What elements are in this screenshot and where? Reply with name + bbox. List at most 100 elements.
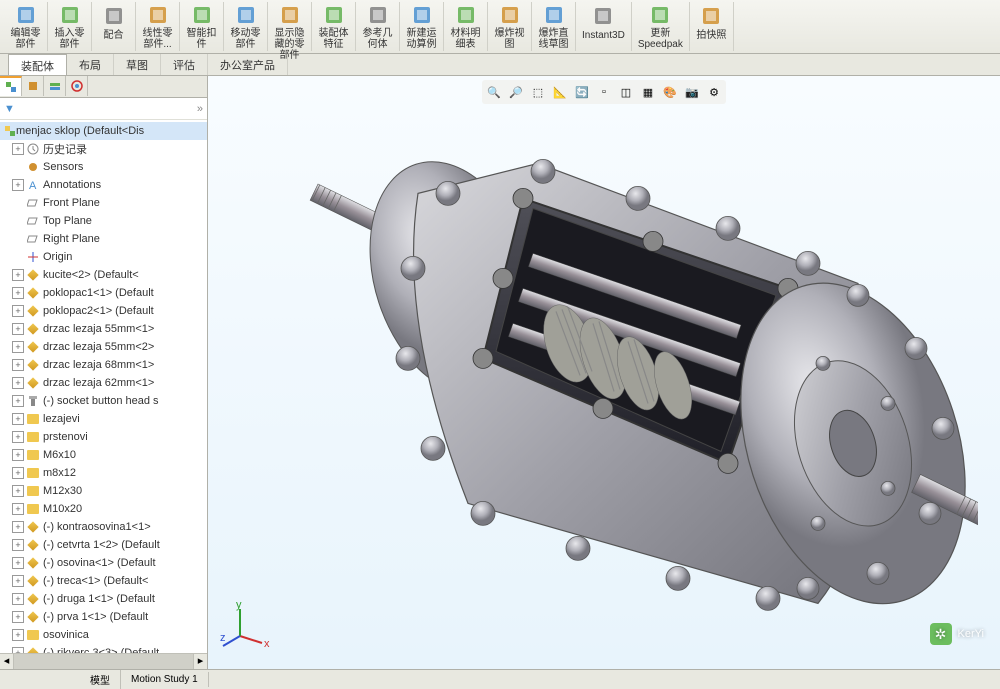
show-hidden-button[interactable]: 显示隐 藏的零 部件 bbox=[268, 2, 312, 51]
node-icon bbox=[26, 286, 40, 300]
tab-motion-study[interactable]: Motion Study 1 bbox=[121, 672, 209, 687]
view-btn-1[interactable]: 🔎 bbox=[506, 82, 526, 102]
view-btn-4[interactable]: 🔄 bbox=[572, 82, 592, 102]
tree-node[interactable]: Front Plane bbox=[0, 194, 207, 212]
tree-tab-feature[interactable] bbox=[0, 76, 22, 96]
expand-icon[interactable]: + bbox=[12, 593, 24, 605]
cmd-tab-装配体[interactable]: 装配体 bbox=[8, 54, 67, 75]
expand-icon[interactable]: + bbox=[12, 179, 24, 191]
tab-model[interactable]: 模型 bbox=[80, 670, 121, 689]
bom-button[interactable]: 材料明 细表 bbox=[444, 2, 488, 51]
tree-node[interactable]: +poklopac2<1> (Default bbox=[0, 302, 207, 320]
tree-node[interactable]: +drzac lezaja 55mm<2> bbox=[0, 338, 207, 356]
tree-node[interactable]: +AAnnotations bbox=[0, 176, 207, 194]
expand-icon bbox=[12, 233, 24, 245]
smart-fasteners-button[interactable]: 智能扣 件 bbox=[180, 2, 224, 51]
tree-node[interactable]: Origin bbox=[0, 248, 207, 266]
expand-icon[interactable]: + bbox=[12, 377, 24, 389]
expand-icon[interactable]: + bbox=[12, 557, 24, 569]
view-btn-10[interactable]: ⚙ bbox=[704, 82, 724, 102]
expand-icon[interactable]: + bbox=[12, 521, 24, 533]
new-motion-study-button[interactable]: 新建运 动算例 bbox=[400, 2, 444, 51]
tree-tab-config[interactable] bbox=[44, 76, 66, 96]
edit-component-button[interactable]: 编辑零 部件 bbox=[4, 2, 48, 51]
tree-node[interactable]: +poklopac1<1> (Default bbox=[0, 284, 207, 302]
expand-icon[interactable]: + bbox=[12, 467, 24, 479]
cmd-tab-布局[interactable]: 布局 bbox=[67, 54, 114, 75]
expand-icon[interactable]: + bbox=[12, 395, 24, 407]
expand-icon[interactable]: + bbox=[12, 539, 24, 551]
tree-node[interactable]: +drzac lezaja 55mm<1> bbox=[0, 320, 207, 338]
mate-button[interactable]: 配合 bbox=[92, 2, 136, 51]
expand-icon[interactable]: + bbox=[12, 413, 24, 425]
view-btn-6[interactable]: ◫ bbox=[616, 82, 636, 102]
expand-icon[interactable]: + bbox=[12, 485, 24, 497]
expand-icon[interactable]: + bbox=[12, 359, 24, 371]
tree-node[interactable]: +drzac lezaja 62mm<1> bbox=[0, 374, 207, 392]
tree-tab-display[interactable] bbox=[66, 76, 88, 96]
reference-geometry-button[interactable]: 参考几 何体 bbox=[356, 2, 400, 51]
tree-node[interactable]: +kucite<2> (Default< bbox=[0, 266, 207, 284]
expand-icon[interactable]: + bbox=[12, 629, 24, 641]
tree-node[interactable]: Top Plane bbox=[0, 212, 207, 230]
tree-node[interactable]: +M6x10 bbox=[0, 446, 207, 464]
tree-node[interactable]: Sensors bbox=[0, 158, 207, 176]
move-component-button[interactable]: 移动零 部件 bbox=[224, 2, 268, 51]
cmd-tab-办公室产品[interactable]: 办公室产品 bbox=[208, 54, 288, 75]
tree-node[interactable]: +(-) druga 1<1> (Default bbox=[0, 590, 207, 608]
tree-node[interactable]: +(-) osovina<1> (Default bbox=[0, 554, 207, 572]
graphics-viewport[interactable]: 🔍🔎⬚📐🔄▫◫▦🎨📷⚙ bbox=[208, 76, 1000, 669]
view-btn-2[interactable]: ⬚ bbox=[528, 82, 548, 102]
expand-icon[interactable]: + bbox=[12, 143, 24, 155]
insert-component-button[interactable]: 插入零 部件 bbox=[48, 2, 92, 51]
tree-scrollbar[interactable]: ◂ ▸ bbox=[0, 653, 207, 669]
tree-node[interactable]: +历史记录 bbox=[0, 140, 207, 158]
cmd-tab-评估[interactable]: 评估 bbox=[161, 54, 208, 75]
explode-line-sketch-button[interactable]: 爆炸直 线草图 bbox=[532, 2, 576, 51]
expand-icon[interactable]: + bbox=[12, 611, 24, 623]
view-btn-9[interactable]: 📷 bbox=[682, 82, 702, 102]
view-btn-5[interactable]: ▫ bbox=[594, 82, 614, 102]
update-speedpak-button[interactable]: 更新 Speedpak bbox=[632, 2, 690, 51]
tree-tab-property[interactable] bbox=[22, 76, 44, 96]
expand-icon[interactable]: + bbox=[12, 449, 24, 461]
tree-node[interactable]: Right Plane bbox=[0, 230, 207, 248]
tree-node[interactable]: +lezajevi bbox=[0, 410, 207, 428]
expand-icon[interactable]: + bbox=[12, 503, 24, 515]
tree-node[interactable]: +(-) treca<1> (Default< bbox=[0, 572, 207, 590]
expand-icon[interactable]: + bbox=[12, 287, 24, 299]
tree-node[interactable]: +(-) prva 1<1> (Default bbox=[0, 608, 207, 626]
expand-icon[interactable]: + bbox=[12, 431, 24, 443]
tree-node[interactable]: +(-) rikverc 3<3> (Default bbox=[0, 644, 207, 653]
instant3d-button[interactable]: Instant3D bbox=[576, 2, 632, 51]
linear-pattern-button[interactable]: 线性零 部件... bbox=[136, 2, 180, 51]
snapshot-button[interactable]: 拍快照 bbox=[690, 2, 734, 51]
view-btn-8[interactable]: 🎨 bbox=[660, 82, 680, 102]
tree-node[interactable]: +(-) cetvrta 1<2> (Default bbox=[0, 536, 207, 554]
node-icon bbox=[26, 556, 40, 570]
exploded-view-button[interactable]: 爆炸视 图 bbox=[488, 2, 532, 51]
view-btn-0[interactable]: 🔍 bbox=[484, 82, 504, 102]
expand-icon[interactable]: + bbox=[12, 269, 24, 281]
cmd-tab-草图[interactable]: 草图 bbox=[114, 54, 161, 75]
tree-node[interactable]: +drzac lezaja 68mm<1> bbox=[0, 356, 207, 374]
filter-icon[interactable]: ▼ bbox=[4, 103, 15, 115]
smart-fasteners-icon bbox=[190, 4, 214, 26]
tree-root[interactable]: menjac sklop (Default<Dis bbox=[0, 122, 207, 140]
tree-node[interactable]: +(-) kontraosovina1<1> bbox=[0, 518, 207, 536]
expand-icon[interactable]: + bbox=[12, 305, 24, 317]
tree-node[interactable]: +prstenovi bbox=[0, 428, 207, 446]
exploded-view-label: 爆炸视 图 bbox=[495, 28, 525, 50]
tree-node[interactable]: +M12x30 bbox=[0, 482, 207, 500]
tree-node[interactable]: +M10x20 bbox=[0, 500, 207, 518]
expand-icon[interactable]: + bbox=[12, 323, 24, 335]
tree-node[interactable]: +m8x12 bbox=[0, 464, 207, 482]
view-btn-3[interactable]: 📐 bbox=[550, 82, 570, 102]
tree-node[interactable]: +(-) socket button head s bbox=[0, 392, 207, 410]
filter-expand-icon[interactable]: » bbox=[197, 103, 203, 115]
view-btn-7[interactable]: ▦ bbox=[638, 82, 658, 102]
tree-node[interactable]: +osovinica bbox=[0, 626, 207, 644]
expand-icon[interactable]: + bbox=[12, 575, 24, 587]
assembly-features-button[interactable]: 装配体 特征 bbox=[312, 2, 356, 51]
expand-icon[interactable]: + bbox=[12, 341, 24, 353]
